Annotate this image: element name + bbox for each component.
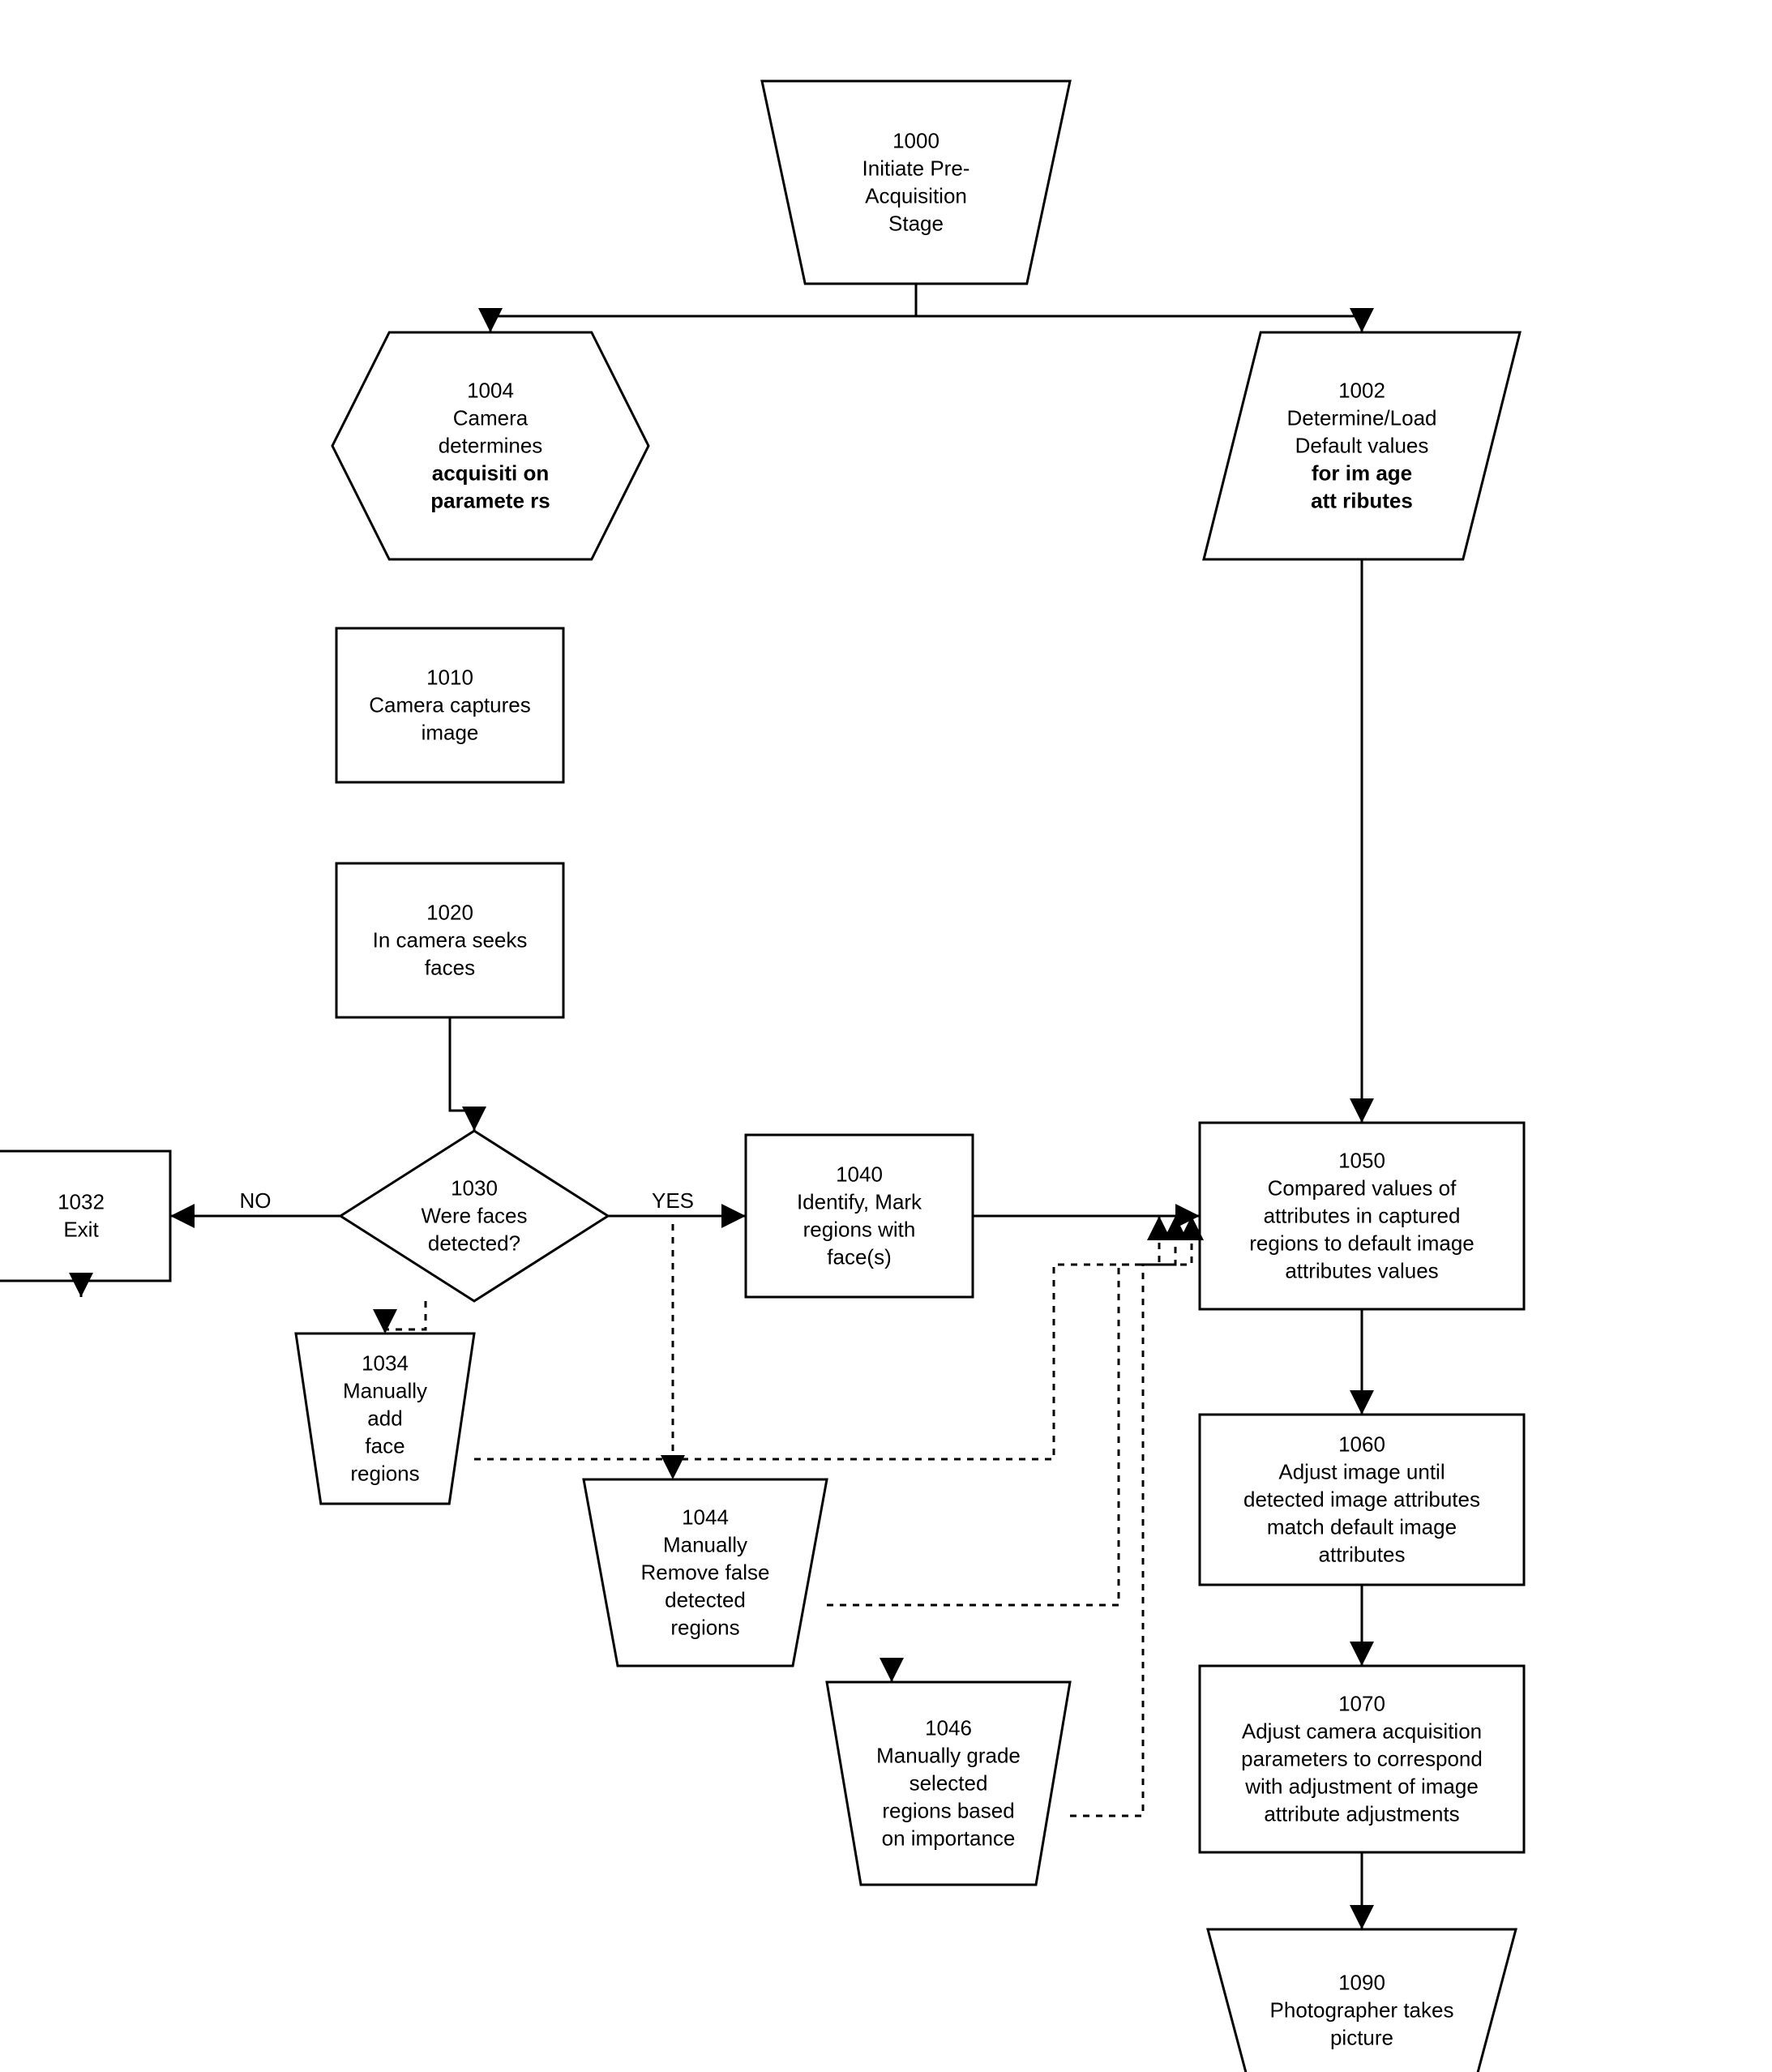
node-n1034-line-2: add	[367, 1406, 402, 1431]
node-n1002-line-0: 1002	[1338, 379, 1385, 403]
node-n1090: 1090 Photographer takes picture	[1208, 1929, 1516, 2072]
node-n1000-line-2: Acquisition	[865, 184, 967, 208]
node-n1044-line-2: Remove false	[641, 1560, 770, 1585]
node-n1004-line-2: determines	[439, 434, 543, 458]
edge-d-1034-right	[474, 1216, 1159, 1459]
node-n1040-line-1: Identify, Mark	[797, 1190, 922, 1214]
node-n1032-line-0: 1032	[58, 1190, 105, 1214]
node-n1002: 1002 Determine/Load Default values for im a…	[1204, 332, 1520, 559]
node-n1034-line-1: Manually	[343, 1379, 427, 1403]
node-n1046: 1046 Manually grade selected regions based o…	[827, 1682, 1070, 1885]
node-n1060-line-4: attributes	[1319, 1543, 1406, 1567]
node-n1050-line-0: 1050	[1338, 1149, 1385, 1173]
node-n1030-line-2: detected?	[428, 1231, 520, 1256]
node-n1046-line-2: selected	[910, 1771, 988, 1796]
node-n1000-line-3: Stage	[888, 212, 944, 236]
node-n1046-line-3: regions based	[882, 1799, 1014, 1823]
node-n1000: 1000 Initiate Pre- Acquisition Stage	[762, 81, 1070, 284]
node-n1032: 1032 Exit	[0, 1151, 170, 1281]
node-n1044-line-3: detected	[665, 1588, 746, 1612]
node-n1010-line-1: Camera captures	[369, 693, 530, 717]
node-n1046-line-4: on importance	[882, 1826, 1016, 1851]
edge-d-1030-1034	[385, 1301, 426, 1334]
node-n1044: 1044 Manually Remove false detected regions	[584, 1479, 827, 1666]
node-n1034-line-4: regions	[350, 1462, 419, 1486]
node-n1004: 1004 Camera determines acquisiti on paramete…	[332, 332, 648, 559]
node-n1020: 1020 In camera seeks faces	[336, 863, 563, 1017]
node-n1050-line-4: attributes values	[1285, 1259, 1438, 1283]
node-n1070-line-3: with adjustment of image	[1244, 1774, 1479, 1799]
node-n1060-line-2: detected image attributes	[1243, 1488, 1480, 1512]
node-n1050: 1050 Compared values of attributes in capt…	[1200, 1123, 1524, 1309]
node-n1020-line-2: faces	[425, 956, 475, 980]
node-n1010-line-2: image	[422, 721, 479, 745]
node-n1040-line-3: face(s)	[827, 1245, 891, 1269]
node-n1044-line-1: Manually	[663, 1533, 747, 1557]
edge-e1020-1030	[450, 1017, 474, 1131]
edge-d-1046-right	[1070, 1216, 1192, 1816]
node-n1000-line-0: 1000	[892, 129, 940, 153]
node-n1020-line-1: In camera seeks	[373, 928, 528, 953]
node-n1060: 1060 Adjust image until detected image att…	[1200, 1415, 1524, 1585]
node-n1070-line-2: parameters to correspond	[1241, 1747, 1483, 1771]
node-n1030-line-0: 1030	[451, 1176, 498, 1201]
edge-label-e1030-yes: YES	[652, 1188, 694, 1213]
node-n1020-line-0: 1020	[426, 901, 473, 925]
node-n1034: 1034 Manually add face regions	[296, 1334, 474, 1504]
node-n1002-line-4: att ributes	[1311, 489, 1413, 513]
node-n1040: 1040 Identify, Mark regions with face(s)	[746, 1135, 973, 1297]
node-n1010: 1010 Camera captures image	[336, 628, 563, 782]
node-n1004-line-4: paramete rs	[430, 489, 550, 513]
node-n1044-line-0: 1044	[682, 1505, 729, 1530]
node-n1050-line-1: Compared values of	[1268, 1176, 1457, 1201]
node-n1046-line-1: Manually grade	[876, 1744, 1021, 1768]
node-n1002-line-3: for im age	[1312, 461, 1412, 486]
node-n1004-line-3: acquisiti on	[432, 461, 549, 486]
node-n1002-line-1: Determine/Load	[1287, 406, 1437, 430]
node-n1034-line-3: face	[365, 1434, 404, 1458]
node-n1070: 1070 Adjust camera acquisition parameters …	[1200, 1666, 1524, 1852]
node-n1060-line-1: Adjust image until	[1278, 1460, 1445, 1484]
node-n1004-line-0: 1004	[467, 379, 514, 403]
node-n1040-line-2: regions with	[803, 1218, 916, 1242]
node-n1090-line-1: Photographer takes	[1270, 1998, 1454, 2023]
node-n1050-line-3: regions to default image	[1249, 1231, 1475, 1256]
node-n1046-line-0: 1046	[925, 1716, 972, 1740]
node-n1010-line-0: 1010	[426, 666, 473, 690]
node-n1044-line-4: regions	[670, 1616, 739, 1640]
node-n1070-line-0: 1070	[1338, 1692, 1385, 1716]
edge-d-1044-right	[827, 1216, 1175, 1605]
node-n1050-line-2: attributes in captured	[1264, 1204, 1461, 1228]
node-n1030: 1030 Were faces detected?	[340, 1131, 608, 1301]
node-n1070-line-1: Adjust camera acquisition	[1242, 1719, 1482, 1744]
node-n1060-line-3: match default image	[1267, 1515, 1457, 1539]
node-n1002-line-2: Default values	[1295, 434, 1429, 458]
node-n1004-line-1: Camera	[453, 406, 529, 430]
node-n1060-line-0: 1060	[1338, 1432, 1385, 1457]
node-n1040-line-0: 1040	[836, 1162, 883, 1187]
node-n1030-line-1: Were faces	[421, 1204, 527, 1228]
node-n1032-line-1: Exit	[63, 1218, 99, 1242]
node-n1090-line-2: picture	[1330, 2026, 1393, 2050]
node-n1000-line-1: Initiate Pre-	[862, 156, 970, 181]
node-n1090-line-0: 1090	[1338, 1971, 1385, 1995]
node-n1070-line-4: attribute adjustments	[1264, 1802, 1459, 1826]
node-n1034-line-0: 1034	[362, 1351, 409, 1376]
edge-label-e1030-no: NO	[240, 1188, 272, 1213]
flowchart-canvas: NOYES1000Initiate Pre-AcquisitionStage10…	[0, 0, 1772, 2072]
